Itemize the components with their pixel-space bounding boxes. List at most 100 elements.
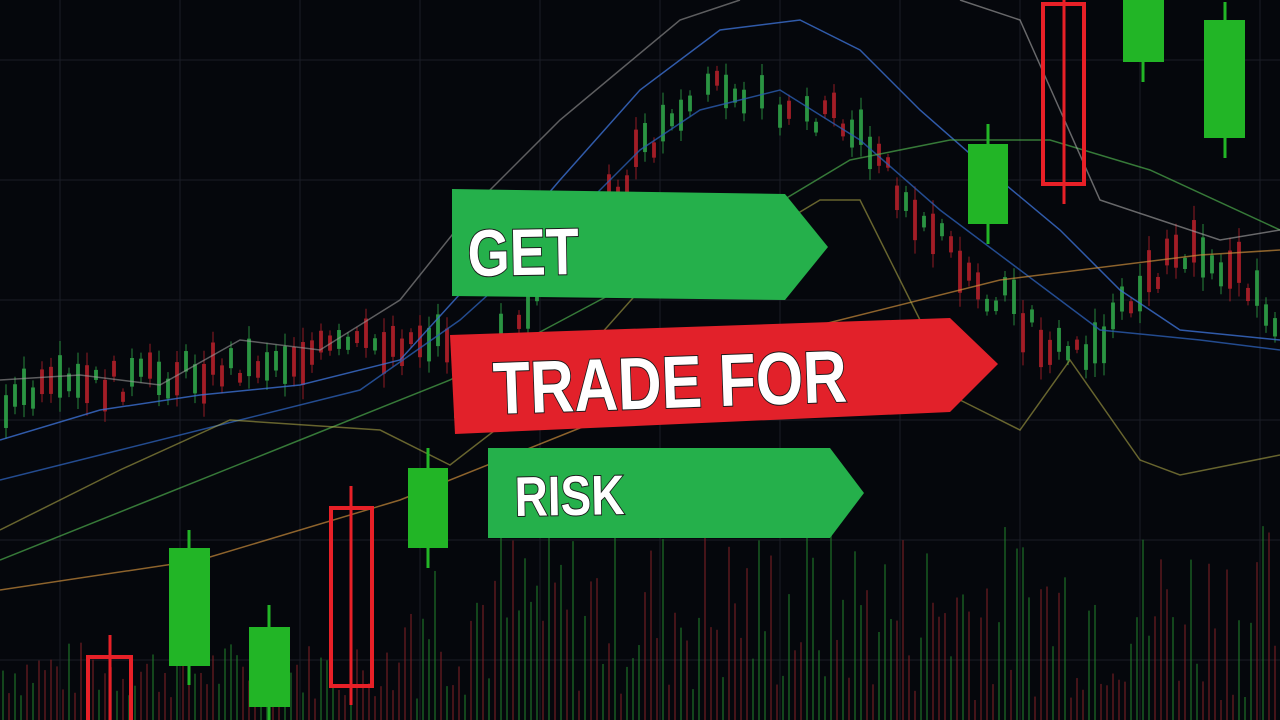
volume-bar [308, 646, 310, 720]
volume-bar [764, 631, 766, 720]
volume-bar [1148, 635, 1150, 720]
candle-body [319, 330, 323, 353]
volume-bar [758, 540, 760, 720]
volume-bar [752, 658, 754, 720]
volume-bar [554, 582, 556, 720]
volume-bar [926, 553, 928, 720]
candle-body [1120, 286, 1124, 312]
volume-bar [164, 672, 166, 720]
volume-bar [536, 585, 538, 720]
volume-bar [854, 551, 856, 720]
volume-bar [1238, 620, 1240, 720]
candle-body [985, 298, 989, 312]
volume-bar [806, 534, 808, 720]
volume-bar [956, 597, 958, 720]
volume-bar [362, 670, 364, 720]
volume-bar [320, 657, 322, 720]
volume-bar [1058, 592, 1060, 720]
volume-bar [50, 659, 52, 720]
candle-body [329, 506, 374, 688]
volume-bar [1256, 562, 1258, 720]
candle-body [1156, 276, 1160, 289]
volume-bar [14, 673, 16, 720]
candle-body [1048, 339, 1052, 365]
volume-bar [848, 677, 850, 720]
volume-bar [998, 622, 1000, 720]
candle-body [175, 362, 179, 396]
volume-bar [908, 655, 910, 720]
candle-body [247, 338, 251, 377]
volume-bar [1202, 681, 1204, 720]
volume-bar [410, 613, 412, 720]
volume-bar [524, 558, 526, 720]
candle-body [157, 361, 161, 396]
candle-body [49, 366, 53, 394]
volume-bar [632, 658, 634, 720]
volume-bar [218, 683, 220, 720]
volume-bar [1190, 559, 1192, 720]
candle-body [1102, 326, 1106, 364]
volume-bar [644, 592, 646, 720]
candle-body [148, 352, 152, 379]
candle-body [1219, 262, 1223, 287]
candle-body [1012, 279, 1016, 314]
candle-body [22, 368, 26, 405]
volume-bar [1016, 548, 1018, 720]
candle-body [868, 136, 872, 170]
volume-bar [290, 672, 292, 720]
candle-body [1228, 250, 1232, 289]
candle-body [634, 129, 638, 167]
volume-bar [1022, 547, 1024, 720]
volume-bar [314, 698, 316, 720]
candle-body [940, 223, 944, 237]
volume-bar [1100, 683, 1102, 720]
volume-bar [392, 690, 394, 720]
volume-bar [620, 693, 622, 720]
candle-body [949, 236, 953, 253]
indicator-line [0, 89, 1280, 481]
volume-bar [1118, 679, 1120, 720]
volume-bar [704, 537, 706, 720]
volume-bar [638, 645, 640, 720]
volume-bar [800, 642, 802, 720]
volume-bar [782, 675, 784, 720]
volume-bar [974, 699, 976, 720]
candle-body [859, 109, 863, 145]
candle-body [661, 104, 665, 142]
volume-bar [230, 644, 232, 720]
candle-body [130, 357, 134, 387]
volume-bar [794, 650, 796, 720]
candle-body [715, 70, 719, 86]
volume-bar [692, 689, 694, 720]
volume-bar [368, 683, 370, 720]
volume-bar [1136, 617, 1138, 720]
volume-bar [188, 673, 190, 720]
volume-bar [734, 603, 736, 720]
volume-bar [986, 588, 988, 720]
volume-bar [1094, 604, 1096, 720]
candle-body [283, 346, 287, 384]
banner-risk: RISK [488, 448, 864, 538]
volume-bar [596, 578, 598, 720]
candle-body [238, 372, 242, 383]
volume-bar [1166, 589, 1168, 720]
volume-bar [440, 651, 442, 720]
arrow-banner [452, 189, 828, 300]
volume-bar [380, 686, 382, 720]
volume-bar [158, 691, 160, 720]
volume-bar [56, 666, 58, 720]
volume-bar [62, 689, 64, 720]
candle-body [499, 313, 503, 346]
candle-body [193, 364, 197, 394]
volume-bar [506, 617, 508, 720]
candle-body [382, 332, 386, 374]
candle-body [409, 332, 413, 345]
volume-bar [1268, 532, 1270, 720]
candle-body [274, 350, 278, 371]
volume-bar [650, 550, 652, 720]
volume-bar [200, 672, 202, 720]
candle-body [814, 121, 818, 133]
volume-bar [1010, 669, 1012, 720]
candle-body [968, 144, 1008, 224]
volume-bar [1034, 696, 1036, 720]
